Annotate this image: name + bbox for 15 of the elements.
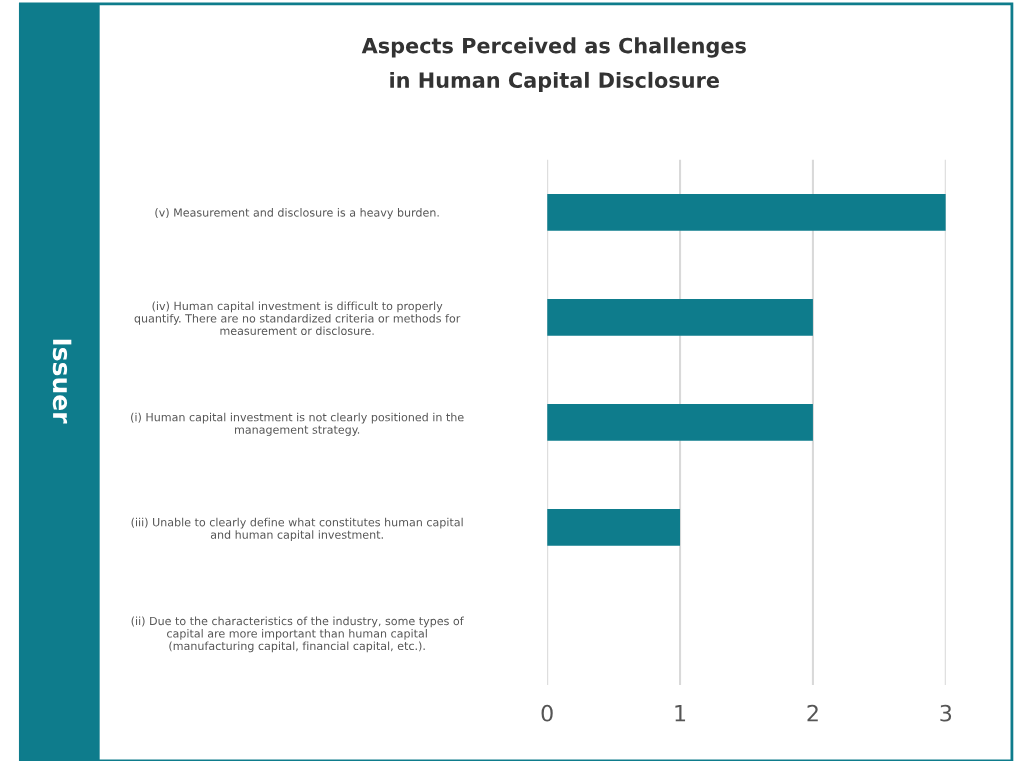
x-tick-label: 1: [675, 705, 686, 722]
y-axis-title: Issuer: [52, 339, 72, 424]
y-tick-label: (ii) Due to the characteristics of the industry, some types of capital are more important than human capital (manufacturing capital, financial capital, etc.).: [131, 616, 464, 653]
y-tick-label: (v) Measurement and disclosure is a heavy burden.: [155, 208, 439, 219]
y-tick-label: (i) Human capital investment is not clearly positioned in the management strategy.: [131, 412, 464, 436]
x-tick-label: 3: [940, 704, 952, 722]
bar: [547, 298, 813, 336]
x-tick-label: 2: [807, 704, 818, 722]
bar: [547, 193, 946, 231]
chart-title: Aspects Perceived as Challenges in Human Capital Disclosure: [361, 37, 746, 93]
bar: [547, 508, 681, 546]
x-tick-label: 0: [541, 704, 553, 722]
y-tick-label: (iv) Human capital investment is difficult to properly quantify. There are no standardized criteria or methods for measurement or disclosure.: [134, 301, 461, 335]
y-tick-label: (iii) Unable to clearly define what constitutes human capital and human capital investment.: [131, 517, 463, 541]
bar: [547, 403, 813, 441]
